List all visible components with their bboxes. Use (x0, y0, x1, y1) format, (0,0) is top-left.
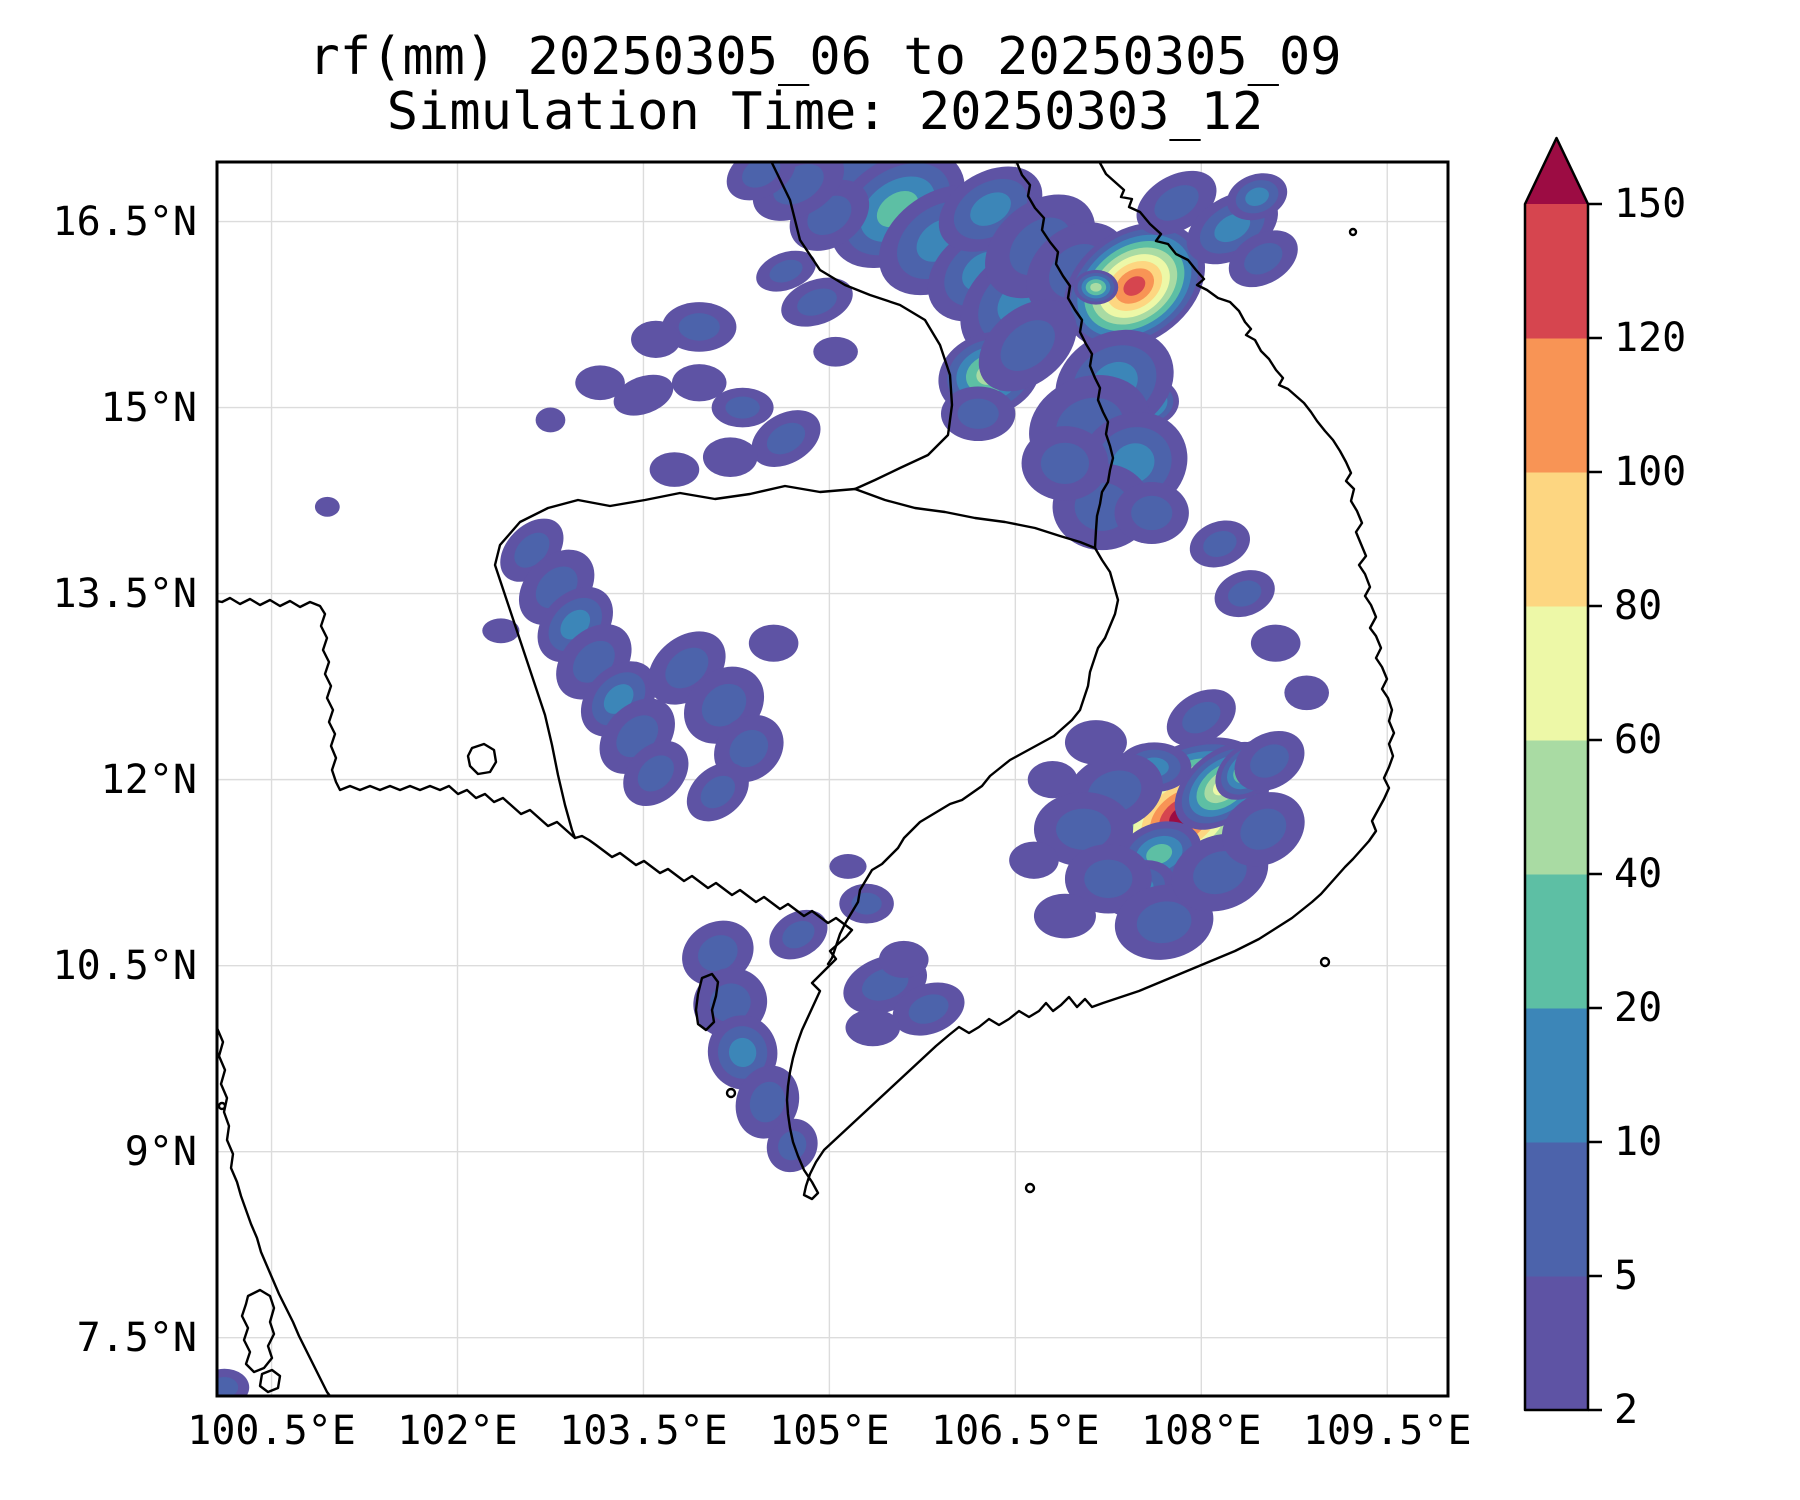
coastlines-and-borders (217, 162, 1396, 1396)
y-tick-label: 9°N (124, 1128, 197, 1175)
y-tick-label: 16.5°N (52, 198, 198, 245)
colorbar-tick-label: 100 (1614, 449, 1687, 495)
x-tick-label: 106.5°E (931, 1408, 1100, 1454)
y-tick-label: 7.5°N (76, 1314, 197, 1361)
colorbar-tick-label: 80 (1614, 583, 1663, 629)
colorbar-tick-label: 10 (1614, 1119, 1663, 1165)
colorbar-tick-label: 60 (1614, 717, 1663, 763)
colorbar-tick-label: 120 (1614, 315, 1687, 361)
y-tick-label: 10.5°N (52, 942, 198, 989)
colorbar-tick-label: 20 (1614, 985, 1663, 1031)
colorbar-tick-label: 150 (1614, 181, 1687, 227)
x-tick-label: 103.5°E (559, 1408, 728, 1454)
x-tick-label: 109.5°E (1302, 1408, 1472, 1454)
chart-title: rf(mm) 20250305_06 to 20250305_09 (308, 27, 1342, 87)
x-tick-label: 100.5°E (187, 1408, 356, 1454)
x-tick-label: 108°E (1141, 1408, 1262, 1454)
y-tick-label: 13.5°N (52, 570, 198, 617)
y-tick-label: 15°N (100, 384, 197, 431)
y-tick-label: 12°N (100, 756, 197, 803)
x-tick-label: 102°E (397, 1408, 518, 1454)
x-tick-label: 105°E (769, 1408, 890, 1454)
colorbar-tick-label: 2 (1614, 1387, 1639, 1433)
rainfall-field (217, 162, 1329, 1396)
chart-subtitle: Simulation Time: 20250303_12 (386, 82, 1264, 142)
colorbar-tick-label: 40 (1614, 851, 1663, 897)
colorbar-tick-label: 5 (1614, 1253, 1639, 1299)
